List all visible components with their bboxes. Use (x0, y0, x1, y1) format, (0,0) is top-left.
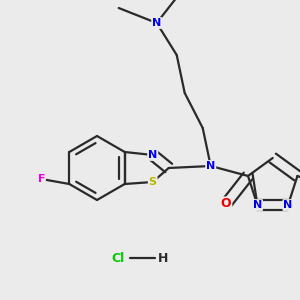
Text: O: O (221, 197, 231, 211)
Text: N: N (284, 200, 292, 210)
Text: Cl: Cl (111, 251, 124, 265)
Text: N: N (253, 200, 262, 210)
Text: H: H (158, 251, 168, 265)
Text: S: S (149, 177, 157, 187)
Text: F: F (38, 174, 45, 184)
Text: N: N (148, 150, 157, 160)
Text: N: N (152, 18, 161, 28)
Text: N: N (206, 161, 215, 171)
